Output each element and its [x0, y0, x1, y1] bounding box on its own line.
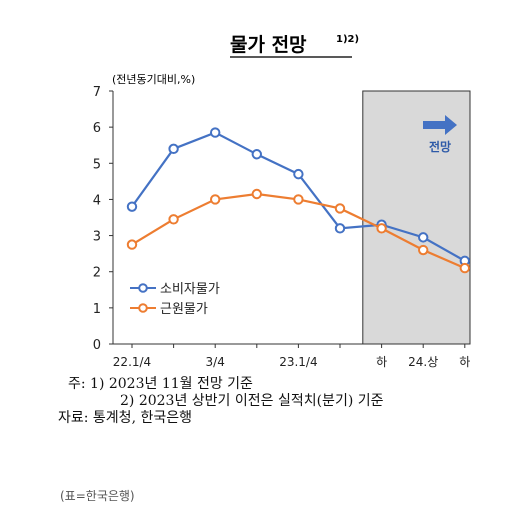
x-tick-label: 24.상	[408, 355, 438, 369]
chart-title: 물가 전망	[230, 34, 307, 56]
data-point	[293, 194, 304, 205]
y-tick-label: 3	[93, 230, 101, 245]
data-point	[126, 201, 138, 212]
y-tick-label: 7	[93, 85, 101, 100]
legend-marker	[138, 303, 148, 313]
y-tick-label: 6	[93, 121, 101, 136]
y-axis-label: (전년동기대비,%)	[112, 73, 195, 86]
y-tick-label: 4	[93, 193, 101, 208]
y-axis-ticks: 0 1 2 3 4 5 6 7	[93, 85, 113, 353]
data-point	[251, 188, 262, 200]
data-point	[126, 239, 138, 250]
legend-label: 근원물가	[160, 302, 208, 317]
notes: 주: 1) 2023년 11월 전망 기준 2) 2023년 상반기 이전은 실…	[58, 376, 384, 427]
y-tick-label: 0	[93, 338, 101, 353]
y-tick-label: 2	[93, 266, 101, 281]
x-tick-label: 23.1/4	[279, 355, 317, 369]
x-tick-label: 하	[376, 355, 387, 369]
x-tick-label: 22.1/4	[113, 355, 151, 369]
legend-marker	[138, 283, 148, 293]
series-cpi	[126, 127, 470, 267]
forecast-label: 전망	[429, 139, 451, 154]
series-core	[126, 188, 470, 274]
note-line-2: 2) 2023년 상반기 이전은 실적치(분기) 기준	[120, 393, 384, 409]
legend-label: 소비자물가	[160, 282, 220, 297]
data-point	[210, 127, 221, 138]
data-point	[334, 203, 346, 214]
x-tick-label: 하	[459, 355, 470, 369]
note-line-1: 주: 1) 2023년 11월 전망 기준	[68, 376, 253, 392]
chart-title-superscript: 1)2)	[336, 34, 359, 45]
image-caption: (표=한국은행)	[60, 489, 135, 503]
data-point	[210, 194, 221, 205]
data-point	[293, 168, 304, 180]
data-point	[376, 223, 387, 234]
x-tick-label: 3/4	[206, 355, 225, 369]
y-tick-label: 5	[93, 157, 101, 172]
data-point	[459, 262, 470, 274]
data-point	[168, 214, 179, 225]
data-point	[334, 223, 346, 234]
data-point	[168, 143, 179, 155]
forecast-arrow-icon	[423, 115, 457, 135]
data-point	[418, 244, 429, 256]
y-tick-label: 1	[93, 302, 101, 317]
series-layer	[126, 127, 470, 274]
data-point	[251, 149, 262, 160]
data-point	[418, 232, 429, 243]
source-line: 자료: 통계청, 한국은행	[58, 410, 192, 426]
x-axis-ticks: 22.1/4 3/4 23.1/4 하 24.상 하	[113, 344, 470, 369]
forecast-region	[362, 90, 471, 345]
axes	[112, 91, 470, 345]
